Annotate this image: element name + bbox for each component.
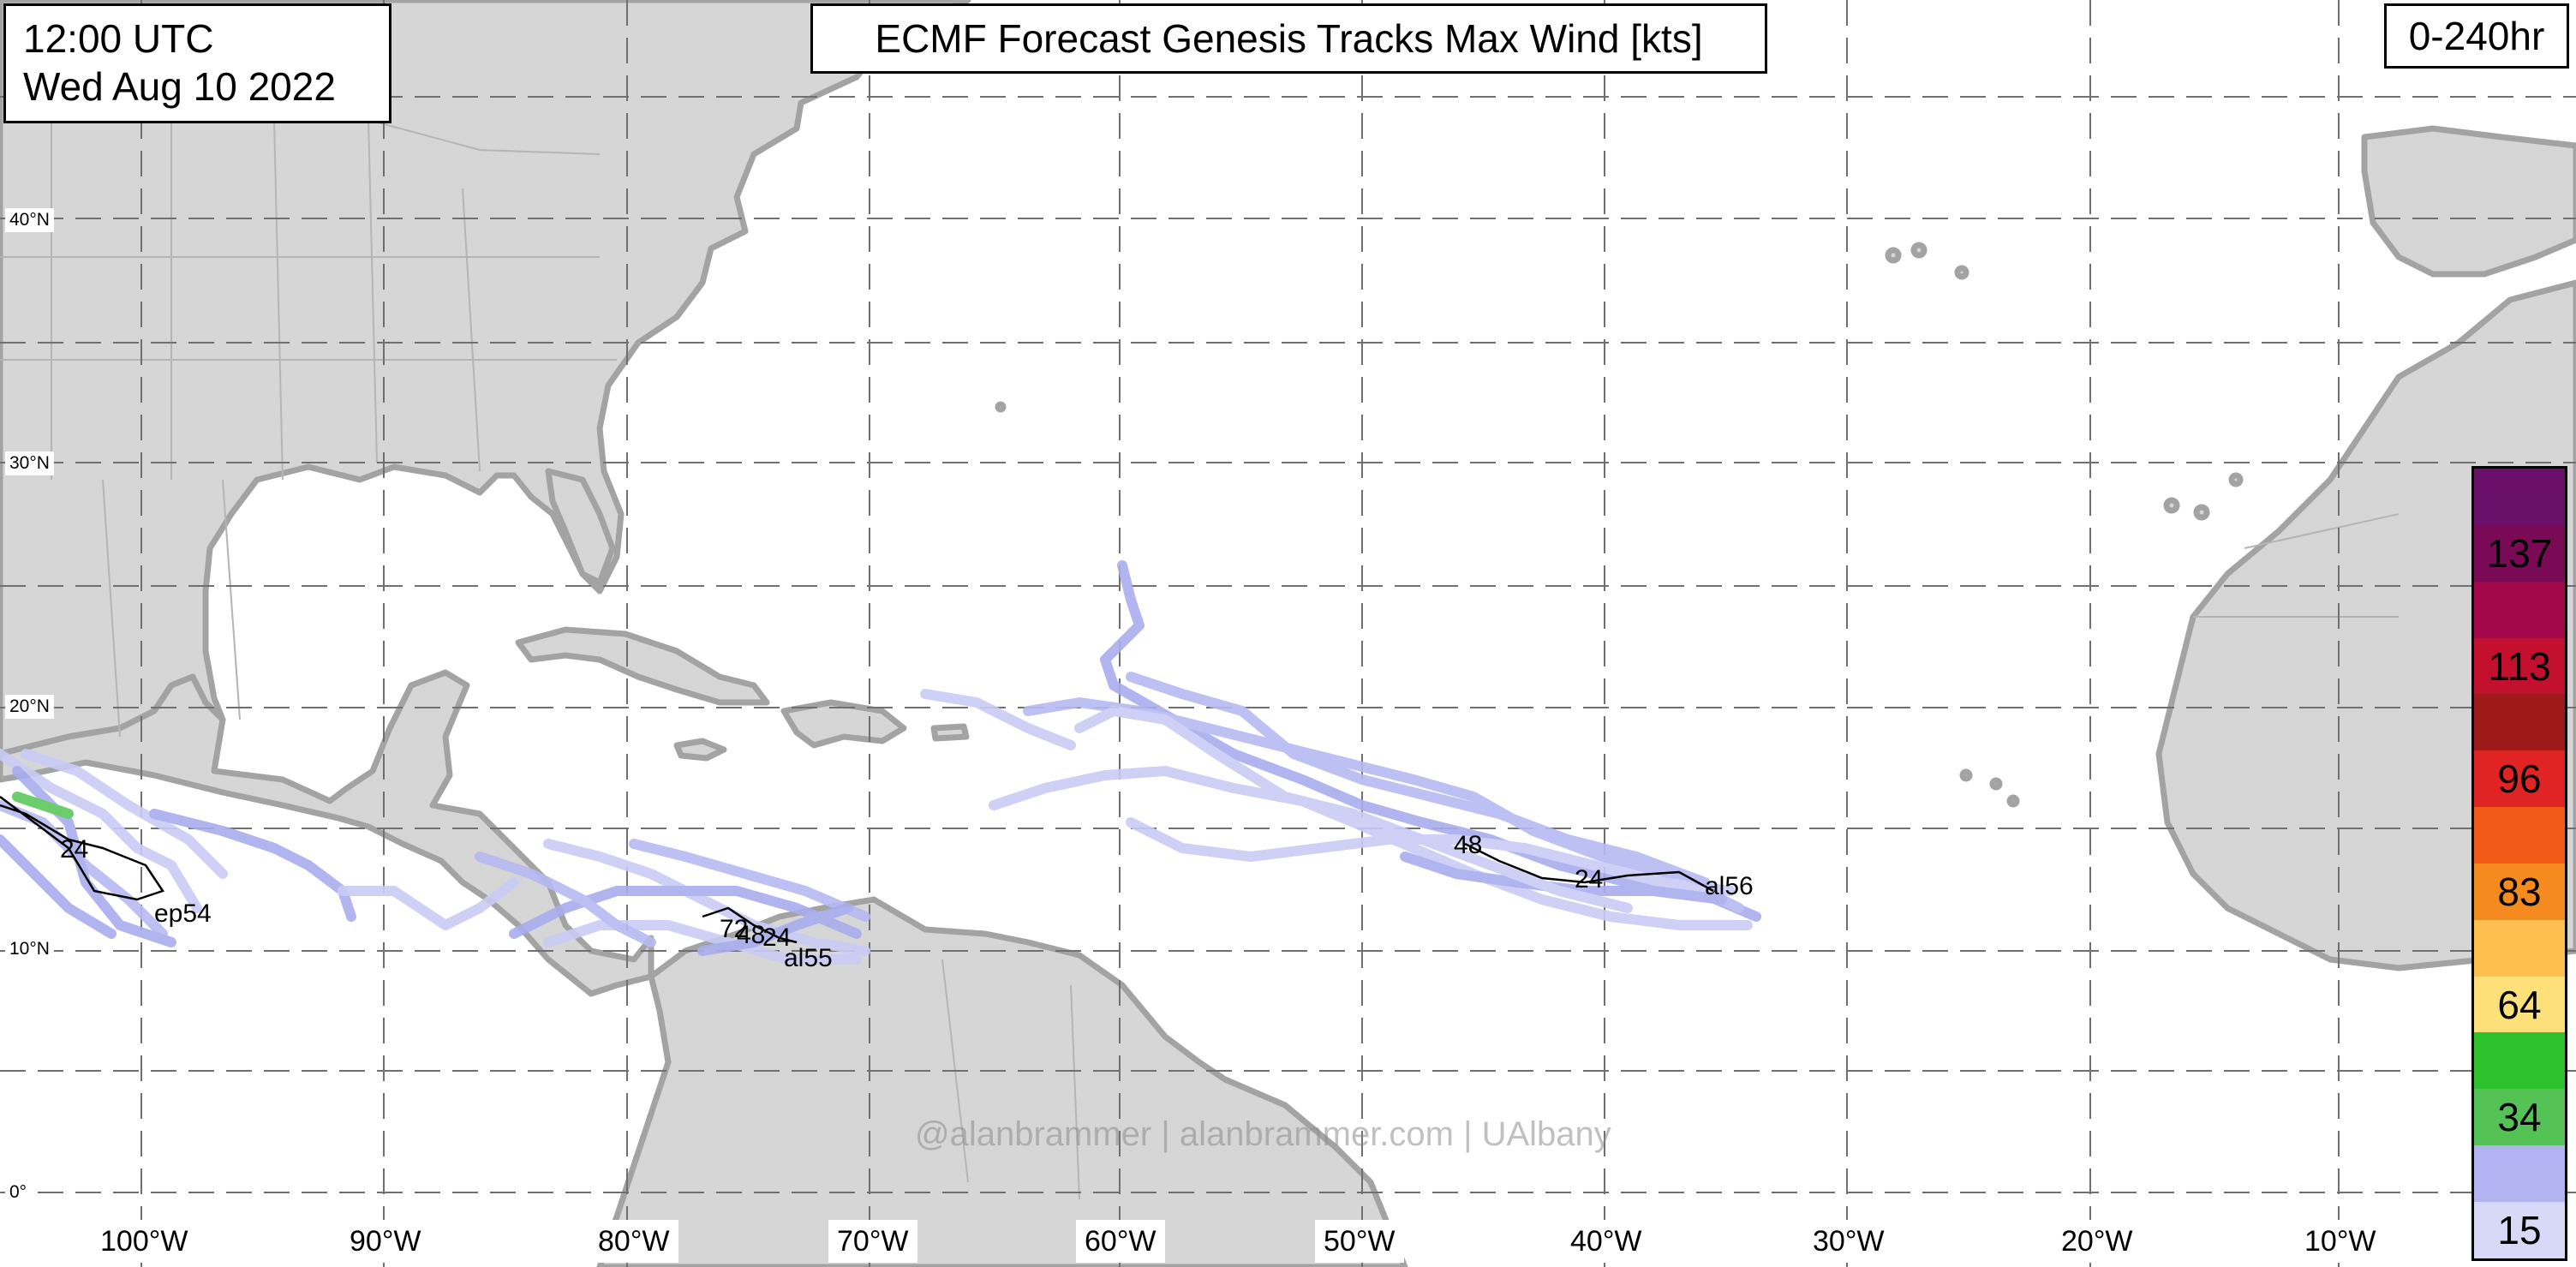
ep54-hour-label: 24 <box>60 835 89 864</box>
colorbar-segment <box>2474 581 2565 638</box>
florida-land <box>545 468 616 586</box>
valid-time-box: 12:00 UTC Wed Aug 10 2022 <box>3 3 391 123</box>
cuba-land <box>515 626 770 706</box>
al55-det-track <box>702 906 798 944</box>
colorbar-segment <box>2474 807 2565 864</box>
hispaniola-land <box>780 699 907 749</box>
colorbar-segment <box>2474 863 2565 920</box>
lon-label: 30°W <box>1804 1220 1893 1263</box>
al56-det-track <box>1464 842 1714 893</box>
map-title: ECMF Forecast Genesis Tracks Max Wind [k… <box>810 3 1767 74</box>
lon-label: 100°W <box>92 1220 197 1263</box>
lon-label: 10°W <box>2296 1220 2385 1263</box>
colorbar-segment <box>2474 919 2565 977</box>
deterministic-tracks <box>0 796 1714 944</box>
central-america-land <box>0 669 654 997</box>
puerto-rico-land <box>930 723 970 742</box>
colorbar-label: 15 <box>2497 1208 2542 1253</box>
jamaica-land <box>673 738 727 762</box>
ep54-storm-label: ep54 <box>154 899 212 928</box>
colorbar-label: 64 <box>2497 982 2542 1027</box>
lat-label: 10°N <box>5 937 54 961</box>
watermark: @alanbrammer | alanbrammer.com | UAlbany <box>915 1115 1611 1153</box>
lon-label: 20°W <box>2053 1220 2142 1263</box>
al55-hour-label: 48 <box>737 921 766 949</box>
ensemble-tracks-al56 <box>920 560 1761 930</box>
colorbar-label: 83 <box>2497 869 2542 914</box>
colorbar-segment <box>2474 637 2565 695</box>
colorbar-segment <box>2474 1089 2565 1146</box>
colorbar-label: 137 <box>2486 530 2553 576</box>
colorbar-label: 96 <box>2497 756 2542 802</box>
lon-label: 40°W <box>1562 1220 1651 1263</box>
lat-label: 40°N <box>5 208 54 232</box>
al55-hour-label: 24 <box>762 923 792 952</box>
lon-label: 60°W <box>1076 1220 1165 1263</box>
colorbar-segment <box>2474 750 2565 808</box>
south-america-land <box>596 896 1408 1267</box>
al56-hour-label: 24 <box>1575 865 1604 893</box>
lon-label: 50°W <box>1315 1220 1404 1263</box>
lat-label: 0° <box>5 1180 32 1204</box>
lon-label: 70°W <box>828 1220 917 1263</box>
colorbar-segment <box>2474 524 2565 582</box>
political-borders <box>0 119 2400 1200</box>
al55-hour-label: 72 <box>720 915 749 943</box>
ep54-det-track <box>0 796 164 901</box>
colorbar-segment <box>2474 469 2565 525</box>
valid-date: Wed Aug 10 2022 <box>23 64 336 109</box>
ensemble-tracks-al55 <box>338 839 870 965</box>
colorbar-label: 113 <box>2488 643 2551 689</box>
colorbar-segment <box>2474 1145 2565 1202</box>
lat-label: 20°N <box>5 695 54 719</box>
colorbar-segment <box>2474 976 2565 1033</box>
wind-colorbar: 137 113 96 83 64 34 15 <box>2471 466 2567 1261</box>
colorbar-segment <box>2474 1032 2565 1090</box>
colorbar-segment <box>2474 694 2565 751</box>
lon-label: 90°W <box>341 1220 430 1263</box>
forecast-range: 0-240hr <box>2384 3 2569 69</box>
lon-label: 80°W <box>589 1220 678 1263</box>
al55-storm-label: al55 <box>784 944 833 972</box>
iberia-land <box>2361 125 2576 278</box>
al56-storm-label: al56 <box>1705 872 1754 900</box>
valid-time: 12:00 UTC <box>23 16 214 61</box>
colorbar-segment <box>2474 1201 2565 1258</box>
lat-label: 30°N <box>5 451 54 475</box>
al56-hour-label: 48 <box>1454 831 1483 859</box>
colorbar-label: 34 <box>2497 1095 2542 1140</box>
